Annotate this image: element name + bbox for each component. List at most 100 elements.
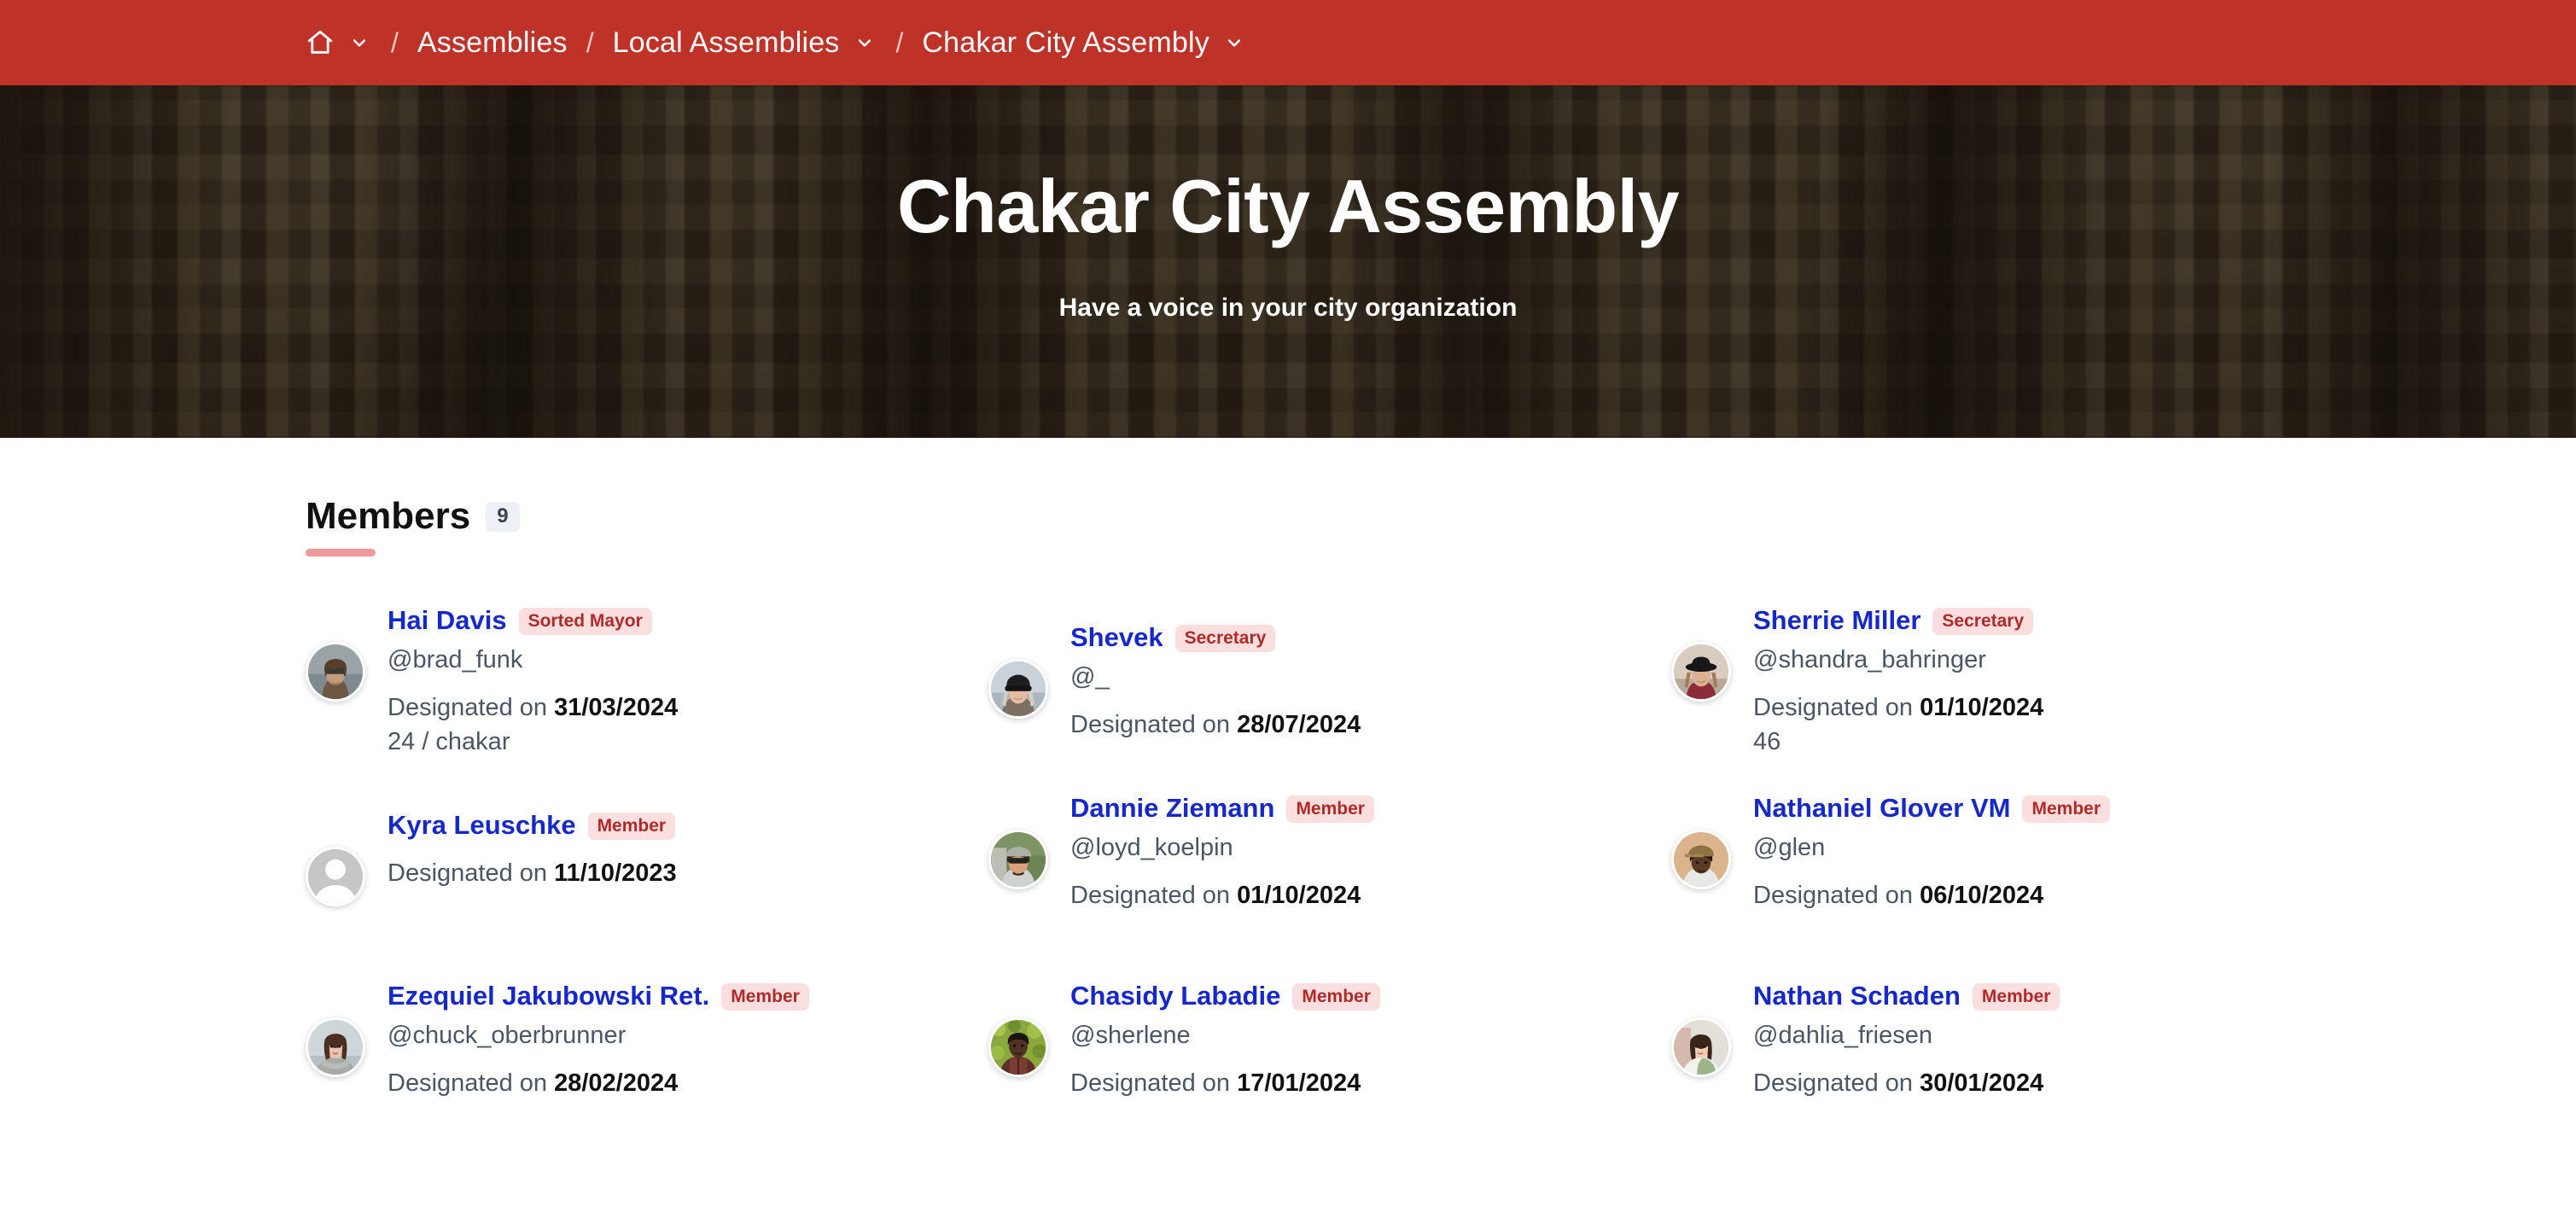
photo-woman-sunglasses-icon <box>308 644 363 700</box>
local-assemblies-chevron-down-icon[interactable] <box>852 34 877 51</box>
avatar[interactable] <box>306 1017 365 1078</box>
hero-banner: Chakar City Assembly Have a voice in you… <box>0 85 2576 438</box>
avatar[interactable] <box>988 830 1048 890</box>
member-name-link[interactable]: Kyra Leuschke <box>388 810 576 841</box>
breadcrumb-separator-2: / <box>586 27 594 58</box>
avatar[interactable] <box>306 847 365 907</box>
member-name-link[interactable]: Nathaniel Glover VM <box>1753 793 2011 824</box>
member-name-row: Sherrie Miller Secretary <box>1753 604 2043 638</box>
member-name-row: Nathan Schaden Member <box>1753 980 2060 1013</box>
member-name-link[interactable]: Chasidy Labadie <box>1070 981 1281 1011</box>
designated-label: Designated on <box>388 859 548 888</box>
member-designated-on: Designated on 30/01/2024 <box>1753 1068 2060 1100</box>
avatar[interactable] <box>1671 1017 1731 1078</box>
photo-woman-beanie-icon <box>991 661 1046 717</box>
member-designated-on: Designated on 11/10/2023 <box>388 858 677 890</box>
member-info: Nathaniel Glover VM Member @glen Designated… <box>1753 792 2110 912</box>
section-underline <box>306 549 376 557</box>
designated-date: 01/10/2024 <box>1237 881 1361 909</box>
member-role-badge: Member <box>1292 982 1380 1011</box>
member-card: Nathaniel Glover VM Member @glen Designated… <box>1671 782 2354 970</box>
member-handle: @_ <box>1070 663 1110 691</box>
photo-woman-green-top-icon <box>1674 1020 1728 1075</box>
breadcrumb-item-chakar-city-assembly[interactable]: Chakar City Assembly <box>922 26 1209 59</box>
home-icon[interactable] <box>306 28 335 57</box>
chakar-city-assembly-chevron-down-icon[interactable] <box>1221 34 1247 51</box>
avatar[interactable] <box>1671 830 1731 890</box>
member-card: Nathan Schaden Member @dahlia_friesen Desig… <box>1671 970 2354 1157</box>
member-name-link[interactable]: Shevek <box>1070 622 1163 653</box>
member-name-link[interactable]: Nathan Schaden <box>1753 981 1961 1011</box>
avatar[interactable] <box>988 1017 1048 1078</box>
avatar[interactable] <box>988 659 1048 720</box>
member-role-badge: Member <box>1972 982 2060 1011</box>
member-role-badge: Secretary <box>1932 607 2034 635</box>
main-content: Members 9 Hai Davis Sorted Mayor @brad_fun… <box>0 438 2576 1157</box>
photo-woman-scarf-icon <box>308 1020 363 1075</box>
designated-label: Designated on <box>388 1069 548 1097</box>
member-name-link[interactable]: Ezequiel Jakubowski Ret. <box>388 981 710 1011</box>
member-card: Dannie Ziemann Member @loyd_koelpin Designa… <box>988 782 1671 970</box>
designated-label: Designated on <box>388 693 548 721</box>
photo-man-cap-sunglasses-icon <box>991 832 1046 888</box>
designated-date: 31/03/2024 <box>554 693 679 721</box>
designated-label: Designated on <box>1753 693 1914 721</box>
designated-date: 06/10/2024 <box>1920 881 2044 909</box>
member-name-row: Kyra Leuschke Member <box>388 809 677 842</box>
member-role-badge: Sorted Mayor <box>518 607 652 635</box>
breadcrumb-separator-1: / <box>391 27 399 58</box>
designated-label: Designated on <box>1070 1069 1231 1097</box>
member-handle: @chuck_oberbrunner <box>388 1022 627 1050</box>
member-role-badge: Member <box>587 812 676 840</box>
member-handle: @shandra_bahringer <box>1753 646 1986 674</box>
home-chevron-down-icon[interactable] <box>347 34 372 51</box>
member-info: Chasidy Labadie Member @sherlene Designated… <box>1070 980 1380 1099</box>
member-card: Kyra Leuschke Member Designated on 11/10/2… <box>306 782 988 970</box>
member-info: Dannie Ziemann Member @loyd_koelpin Designa… <box>1070 792 1374 912</box>
designated-date: 11/10/2023 <box>554 859 677 888</box>
member-handle: @brad_funk <box>388 646 523 674</box>
member-card: Sherrie Miller Secretary @shandra_bahringe… <box>1671 594 2354 782</box>
page-title: Chakar City Assembly <box>896 164 1680 248</box>
member-role-badge: Member <box>2022 795 2110 823</box>
avatar[interactable] <box>306 642 365 702</box>
members-grid: Hai Davis Sorted Mayor @brad_funk Designate… <box>306 594 2270 1157</box>
designated-date: 28/02/2024 <box>554 1069 679 1097</box>
designated-date: 01/10/2024 <box>1920 693 2044 721</box>
page-subtitle: Have a voice in your city organization <box>1058 294 1518 323</box>
designated-label: Designated on <box>1753 881 1914 909</box>
member-role-badge: Secretary <box>1174 624 1276 652</box>
members-section-header: Members 9 <box>306 438 520 557</box>
member-designated-on: Designated on 17/01/2024 <box>1070 1068 1380 1100</box>
member-designated-on: Designated on 06/10/2024 <box>1753 880 2110 912</box>
member-designated-on: Designated on 28/02/2024 <box>388 1068 809 1100</box>
designated-label: Designated on <box>1070 881 1231 909</box>
designated-label: Designated on <box>1070 710 1231 738</box>
photo-woman-hat-icon <box>1674 644 1728 700</box>
breadcrumb-item-assemblies[interactable]: Assemblies <box>417 26 568 59</box>
avatar[interactable] <box>1671 642 1731 702</box>
member-name-link[interactable]: Dannie Ziemann <box>1070 793 1275 824</box>
member-designated-on: Designated on 01/10/2024 <box>1070 880 1374 912</box>
designated-date: 17/01/2024 <box>1237 1069 1361 1097</box>
member-handle: @dahlia_friesen <box>1753 1022 1933 1050</box>
breadcrumb: / Assemblies / Local Assemblies / Chakar… <box>306 28 1247 57</box>
breadcrumb-item-local-assemblies[interactable]: Local Assemblies <box>612 26 840 59</box>
member-name-link[interactable]: Sherrie Miller <box>1753 605 1921 636</box>
hero-overlay <box>0 85 2576 438</box>
member-info: Nathan Schaden Member @dahlia_friesen Desig… <box>1753 980 2060 1099</box>
breadcrumb-separator-3: / <box>895 27 904 58</box>
member-role-badge: Member <box>1286 795 1374 823</box>
member-info: Hai Davis Sorted Mayor @brad_funk Designate… <box>388 604 678 758</box>
member-name-link[interactable]: Hai Davis <box>388 605 507 636</box>
member-name-row: Chasidy Labadie Member <box>1070 980 1380 1013</box>
member-card: Hai Davis Sorted Mayor @brad_funk Designate… <box>306 594 988 782</box>
member-name-row: Hai Davis Sorted Mayor <box>388 604 678 638</box>
members-count-badge: 9 <box>486 501 520 532</box>
member-card: Ezequiel Jakubowski Ret. Member @chuck_obe… <box>306 970 988 1157</box>
designated-date: 28/07/2024 <box>1237 710 1361 738</box>
member-name-row: Ezequiel Jakubowski Ret. Member <box>388 980 809 1013</box>
member-handle: @sherlene <box>1070 1022 1191 1050</box>
member-designated-on: Designated on 31/03/2024 <box>388 692 678 725</box>
member-designated-on: Designated on 01/10/2024 <box>1753 692 2043 725</box>
